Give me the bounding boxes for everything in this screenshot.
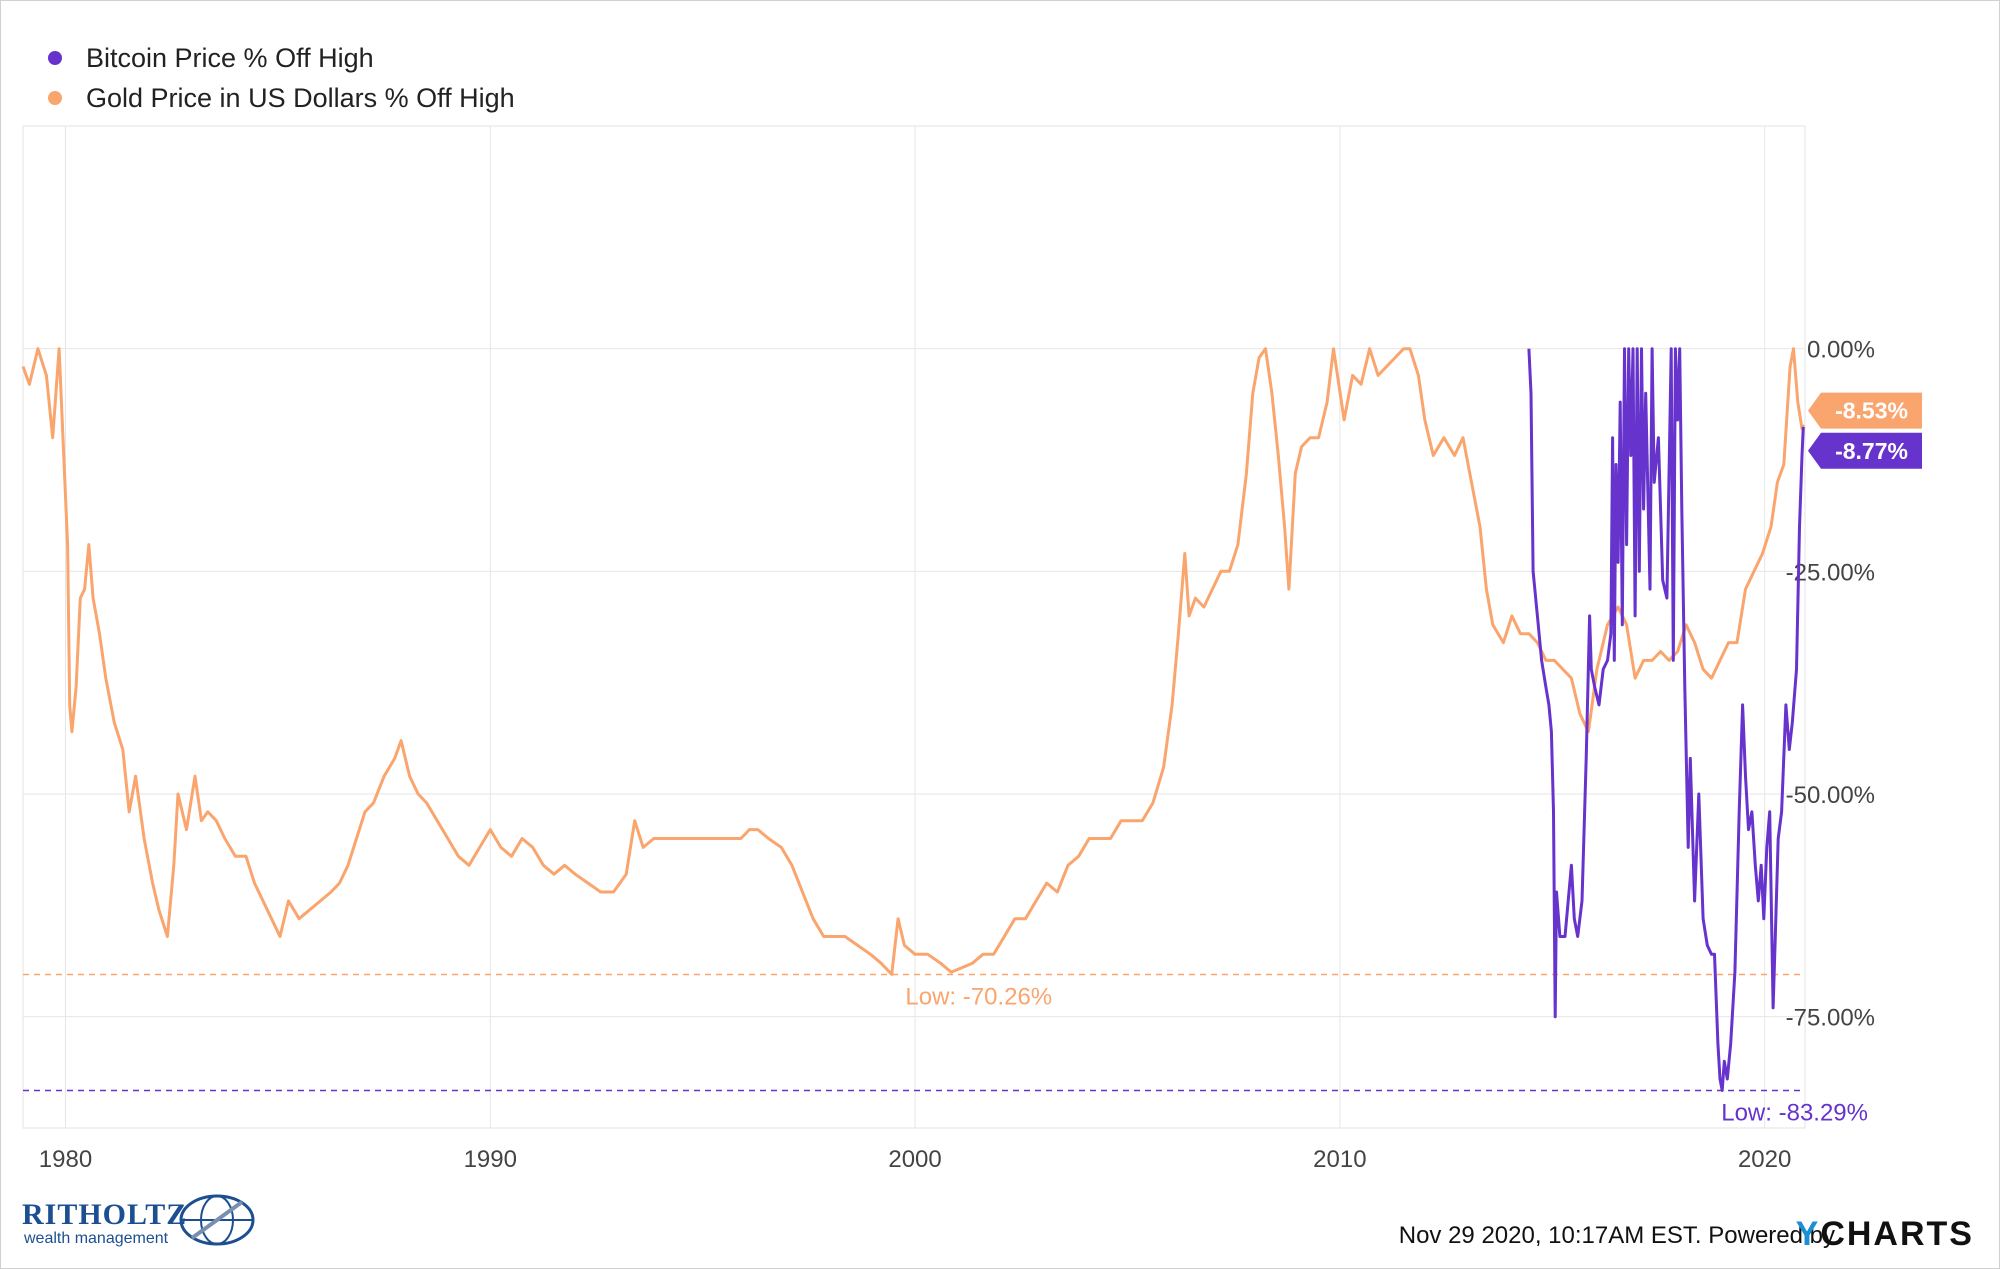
ycharts-logo-y: Y [1795,1215,1821,1253]
series-line-gold [21,347,1805,976]
x-tick-label: 2000 [888,1146,941,1173]
x-tick-label: 1980 [39,1146,92,1173]
last-value-label-bitcoin: -8.77% [1835,438,1908,464]
low-label-bitcoin: Low: -83.29% [1721,1100,1868,1127]
ritholtz-logo: RITHOLTZ wealth management [22,1190,255,1250]
last-value-label-gold: -8.53% [1835,398,1908,424]
y-tick-label: -75.00% [1786,1005,1875,1032]
last-value-flag-gold [1808,392,1922,429]
y-tick-label: 0.00% [1807,337,1875,364]
series-line-bitcoin [1527,347,1805,1092]
y-tick-label: -25.00% [1786,559,1875,586]
y-tick-label: -50.00% [1786,782,1875,809]
legend-dot-gold [48,91,62,105]
x-tick-label: 2020 [1738,1146,1791,1173]
globe-icon [179,1194,255,1246]
footer-timestamp: Nov 29 2020, 10:17AM EST. Powered by [1398,1222,1835,1249]
logo-tagline: wealth management [24,1230,169,1247]
low-label-gold: Low: -70.26% [905,983,1052,1010]
plot-area [22,125,1806,1129]
logo-name: RITHOLTZ [22,1198,188,1231]
legend-label-gold: Gold Price in US Dollars % Off High [86,82,515,113]
legend-item-gold[interactable]: Gold Price in US Dollars % Off High [48,78,515,118]
legend-item-bitcoin[interactable]: Bitcoin Price % Off High [48,38,515,78]
last-value-flag-bitcoin [1808,432,1922,469]
x-tick-label: 1990 [464,1146,517,1173]
ycharts-logo[interactable]: YCHARTS [1796,1215,1974,1254]
ycharts-logo-rest: CHARTS [1820,1215,1974,1253]
legend-dot-bitcoin [48,51,62,65]
legend: Bitcoin Price % Off High Gold Price in U… [48,38,515,118]
x-tick-label: 2010 [1313,1146,1366,1173]
legend-label-bitcoin: Bitcoin Price % Off High [86,42,374,73]
